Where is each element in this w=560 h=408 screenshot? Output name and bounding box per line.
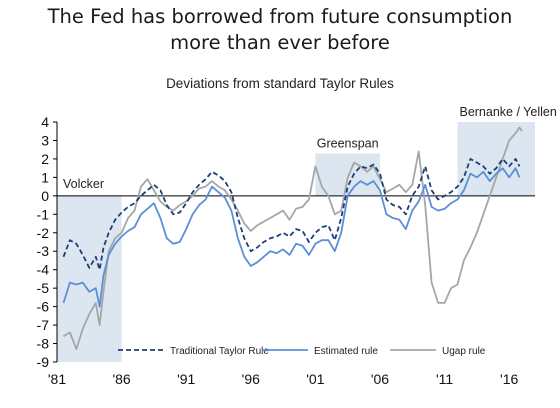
- headline-line-1: The Fed has borrowed from future consump…: [47, 5, 513, 28]
- y-tick-label: -2: [37, 225, 50, 241]
- series-lines: [62, 126, 523, 350]
- series-line: [62, 167, 521, 308]
- x-tick-label: '16: [500, 371, 518, 387]
- region-labels: Volcker Greenspan Bernanke / Yellen: [63, 105, 557, 191]
- y-tick-label: 4: [41, 114, 49, 130]
- legend-label: Ugap rule: [442, 346, 486, 357]
- series-line: [62, 158, 521, 271]
- axes: 4 3 2 1 0 -1 -2 -3 -4 -5 -6 -7 -8 -9'81 '86 '91 '96 '01 '0…: [37, 114, 535, 387]
- y-tick-label: 1: [41, 169, 49, 185]
- y-tick-label: -7: [37, 317, 50, 333]
- x-tick-label: '06: [371, 371, 389, 387]
- x-tick-label: '81: [48, 371, 66, 387]
- region-label: Greenspan: [317, 136, 379, 150]
- x-tick-label: '11: [436, 371, 453, 387]
- y-tick-label: -6: [37, 299, 50, 315]
- y-tick-label: -5: [37, 280, 50, 296]
- y-tick-label: -3: [37, 243, 50, 259]
- headline: The Fed has borrowed from future consump…: [0, 4, 560, 56]
- x-tick-label: '96: [242, 371, 260, 387]
- headline-line-2: more than ever before: [170, 31, 390, 54]
- y-tick-label: -8: [37, 336, 50, 352]
- chart-title: Deviations from standard Taylor Rules: [166, 76, 394, 91]
- x-tick-label: '91: [177, 371, 195, 387]
- region-label: Bernanke / Yellen: [459, 105, 556, 119]
- region-shade: [57, 195, 122, 362]
- y-tick-label: -4: [37, 262, 50, 278]
- y-tick-label: 0: [41, 188, 49, 204]
- x-tick-label: '01: [306, 371, 324, 387]
- y-tick-label: -1: [37, 206, 50, 222]
- era-regions: [57, 122, 535, 362]
- x-tick-label: '86: [112, 371, 130, 387]
- y-tick-label: 3: [41, 132, 49, 148]
- y-tick-label: -9: [37, 354, 50, 370]
- legend: Traditional Taylor Rule Estimated rule Uga…: [118, 346, 486, 357]
- legend-label: Traditional Taylor Rule: [170, 346, 269, 357]
- legend-label: Estimated rule: [314, 346, 378, 357]
- region-label: Volcker: [63, 177, 104, 191]
- region-shade: [457, 122, 535, 196]
- series-line: [63, 126, 523, 350]
- y-tick-label: 2: [41, 151, 49, 167]
